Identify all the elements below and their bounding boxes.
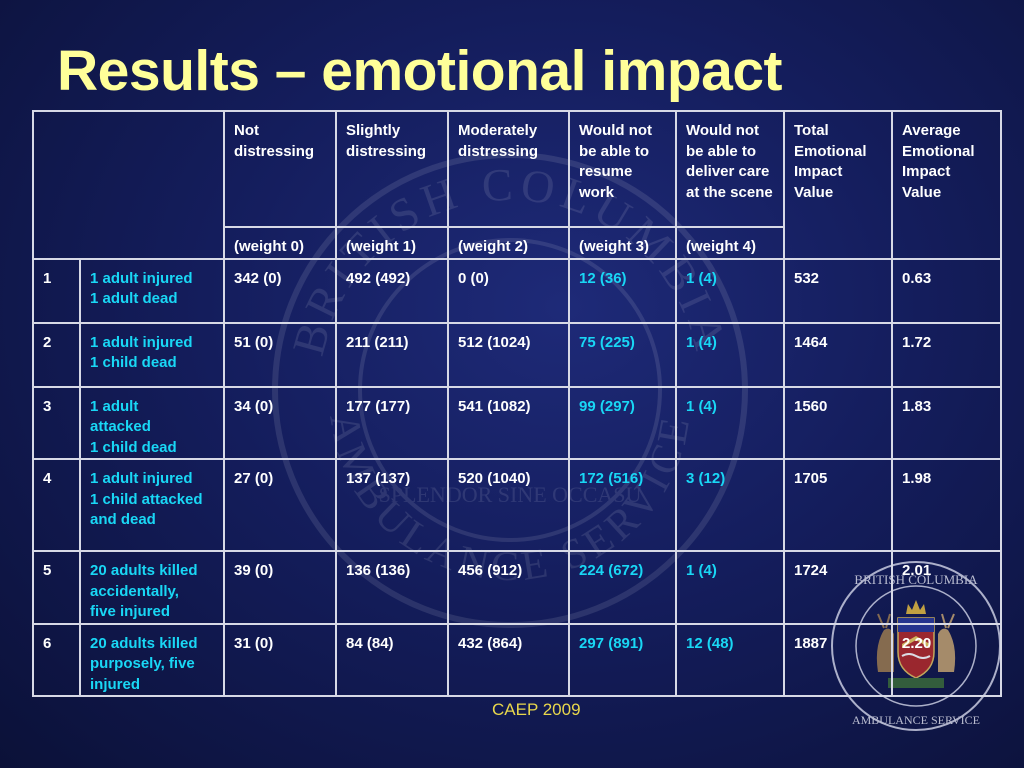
results-table: Not distressing Slightly distressing Mod…: [32, 110, 1002, 697]
not-distressing-value: 342 (0): [223, 257, 337, 324]
table-header-row: Not distressing Slightly distressing Mod…: [32, 110, 1002, 260]
moderately-distressing-value: 432 (864): [447, 622, 570, 697]
row-number: 2: [32, 321, 81, 388]
slightly-distressing-value: 136 (136): [335, 550, 449, 625]
unable-deliver-care-value: 3 (12): [675, 458, 785, 552]
total-impact-value: 1705: [783, 458, 893, 552]
table-row: 4 1 adult injured 1 child attacked and dead…: [32, 458, 1002, 552]
unable-deliver-care-value: 1 (4): [675, 257, 785, 324]
weight-4: (weight 4): [675, 226, 785, 260]
total-impact-value: 1887: [783, 622, 893, 697]
table-row: 1 1 adult injured 1 adult dead 342 (0) 492 (…: [32, 257, 1002, 324]
svg-text:AMBULANCE SERVICE: AMBULANCE SERVICE: [852, 713, 980, 727]
slide-title: Results – emotional impact: [57, 39, 783, 103]
scenario-line: and dead: [90, 511, 156, 528]
scenario-line: accidentally,: [90, 582, 179, 600]
scenario-line: 20 adults killed: [90, 634, 198, 652]
moderately-distressing-value: 520 (1040): [447, 458, 570, 552]
footer-caption: CAEP 2009: [492, 700, 581, 719]
slightly-distressing-value: 211 (211): [335, 321, 449, 388]
weight-3: (weight 3): [568, 226, 677, 260]
not-distressing-value: 51 (0): [223, 321, 337, 388]
table-body: 1 1 adult injured 1 adult dead 342 (0) 492 (…: [32, 257, 1002, 697]
header-moderately-distressing: Moderately distressing: [447, 110, 570, 228]
not-distressing-value: 31 (0): [223, 622, 337, 697]
scenario-line: 1 child attacked: [90, 490, 203, 508]
scenario-line: 1 adult injured: [90, 470, 193, 487]
unable-resume-work-value: 297 (891): [568, 622, 677, 697]
unable-resume-work-value: 12 (36): [568, 257, 677, 324]
scenario-line: attacked: [90, 418, 151, 435]
scenario-line: five injured: [90, 603, 171, 620]
header-unable-deliver-care: Would not be able to deliver care at the…: [675, 110, 785, 228]
scenario-line: injured: [90, 675, 141, 693]
average-impact-value: 1.83: [891, 385, 1002, 460]
scenario: 20 adults killed accidentally, five injure…: [79, 550, 225, 625]
not-distressing-value: 39 (0): [223, 550, 337, 625]
scenario-line: 1 adult dead: [90, 290, 178, 307]
unable-deliver-care-value: 1 (4): [675, 321, 785, 388]
average-impact-value: 2.20: [891, 622, 1002, 697]
scenario-line: 1 child dead: [90, 438, 177, 456]
not-distressing-value: 27 (0): [223, 458, 337, 552]
scenario-line: 1 adult: [90, 397, 139, 415]
moderately-distressing-value: 512 (1024): [447, 321, 570, 388]
slightly-distressing-value: 492 (492): [335, 257, 449, 324]
scenario: 1 adult injured 1 child attacked and dead: [79, 458, 225, 552]
table-weight-row: (weight 0) (weight 1) (weight 2) (weight…: [33, 226, 1001, 260]
average-impact-value: 1.98: [891, 458, 1002, 552]
weight-2: (weight 2): [447, 226, 570, 260]
unable-deliver-care-value: 12 (48): [675, 622, 785, 697]
moderately-distressing-value: 541 (1082): [447, 385, 570, 460]
row-number: 5: [32, 550, 81, 625]
table-row: 3 1 adult attacked 1 child dead 34 (0) 177 (1…: [32, 385, 1002, 460]
total-impact-value: 1560: [783, 385, 893, 460]
table-row: 5 20 adults killed accidentally, five injur…: [32, 550, 1002, 625]
scenario-line: 1 child dead: [90, 354, 177, 371]
scenario: 20 adults killed purposely, five injured: [79, 622, 225, 697]
weight-0: (weight 0): [223, 226, 337, 260]
unable-resume-work-value: 224 (672): [568, 550, 677, 625]
scenario: 1 adult injured 1 child dead: [79, 321, 225, 388]
unable-resume-work-value: 172 (516): [568, 458, 677, 552]
row-number: 3: [32, 385, 81, 460]
scenario-line: 1 adult injured: [90, 269, 193, 287]
total-impact-value: 1464: [783, 321, 893, 388]
total-impact-value: 532: [783, 257, 893, 324]
total-impact-value: 1724: [783, 550, 893, 625]
header-average-impact: Average Emotional Impact Value: [891, 110, 1002, 260]
moderately-distressing-value: 0 (0): [447, 257, 570, 324]
table-row: 6 20 adults killed purposely, five injured 3…: [32, 622, 1002, 697]
unable-resume-work-value: 75 (225): [568, 321, 677, 388]
scenario-line: 20 adults killed: [90, 562, 198, 579]
row-number: 1: [32, 257, 81, 324]
average-impact-value: 1.72: [891, 321, 1002, 388]
header-not-distressing: Not distressing: [223, 110, 337, 228]
average-impact-value: 0.63: [891, 257, 1002, 324]
slightly-distressing-value: 84 (84): [335, 622, 449, 697]
not-distressing-value: 34 (0): [223, 385, 337, 460]
header-slightly-distressing: Slightly distressing: [335, 110, 449, 228]
row-number: 4: [32, 458, 81, 552]
unable-deliver-care-value: 1 (4): [675, 550, 785, 625]
unable-resume-work-value: 99 (297): [568, 385, 677, 460]
slightly-distressing-value: 137 (137): [335, 458, 449, 552]
moderately-distressing-value: 456 (912): [447, 550, 570, 625]
slightly-distressing-value: 177 (177): [335, 385, 449, 460]
header-unable-resume-work: Would not be able to resume work: [568, 110, 677, 228]
unable-deliver-care-value: 1 (4): [675, 385, 785, 460]
weight-1: (weight 1): [335, 226, 449, 260]
header-total-impact: Total Emotional Impact Value: [783, 110, 893, 260]
scenario: 1 adult attacked 1 child dead: [79, 385, 225, 460]
average-impact-value: 2.01: [891, 550, 1002, 625]
table-row: 2 1 adult injured 1 child dead 51 (0) 211 (2…: [32, 321, 1002, 388]
header-blank-cell: [32, 110, 225, 260]
scenario: 1 adult injured 1 adult dead: [79, 257, 225, 324]
row-number: 6: [32, 622, 81, 697]
scenario-line: 1 adult injured: [90, 333, 193, 351]
scenario-line: purposely, five: [90, 655, 195, 672]
